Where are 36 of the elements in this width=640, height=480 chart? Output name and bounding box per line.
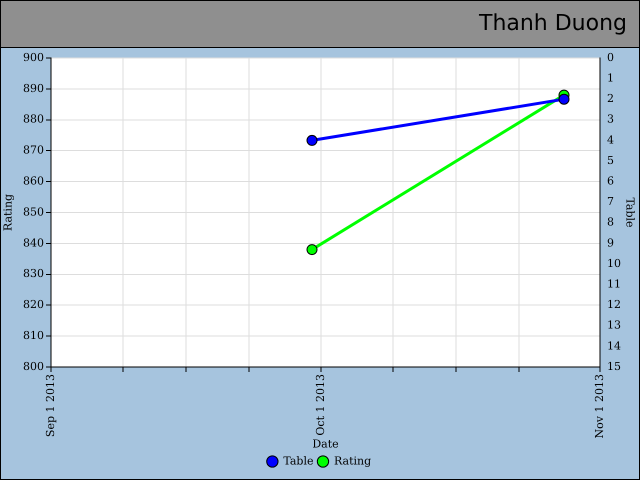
y2-tick-label: 5	[607, 154, 614, 167]
y2-axis-title: Table	[624, 197, 637, 228]
y-axis-title: Rating	[1, 194, 14, 232]
y2-tick-label: 8	[607, 216, 614, 229]
y2-tick-label: 2	[607, 92, 614, 106]
y-tick-label: 850	[23, 205, 44, 218]
y2-tick-label: 11	[607, 277, 621, 290]
y-tick-label: 830	[23, 267, 44, 280]
y2-tick-label: 10	[607, 256, 621, 270]
y-tick-label: 870	[23, 144, 44, 157]
y2-tick-label: 9	[607, 236, 614, 250]
y-tick-label: 890	[23, 82, 44, 95]
y-tick-label: 860	[23, 174, 44, 188]
y2-tick-label: 6	[607, 174, 614, 188]
y2-tick-label: 13	[607, 318, 621, 332]
y-tick-label: 810	[23, 328, 44, 342]
y2-tick-label: 3	[607, 112, 614, 126]
y-tick-label: 840	[23, 236, 44, 250]
y-tick-label: 900	[23, 50, 44, 64]
y2-tick-label: 12	[607, 298, 621, 312]
x-tick-label: Nov 1 2013	[592, 374, 606, 438]
chart-title: Thanh Duong	[479, 11, 627, 36]
y-tick-label: 820	[23, 298, 44, 312]
x-tick-label: Sep 1 2013	[44, 374, 57, 438]
legend-label: Rating	[334, 454, 372, 468]
y2-tick-label: 14	[607, 339, 621, 352]
legend-label: Table	[283, 454, 314, 468]
y2-tick-label: 15	[607, 360, 621, 373]
y2-tick-label: 7	[607, 195, 614, 208]
y2-tick-label: 4	[607, 133, 614, 146]
x-tick-label: Oct 1 2013	[314, 374, 327, 436]
y-tick-label: 800	[23, 360, 44, 373]
x-axis-title: Date	[312, 437, 339, 450]
y2-tick-label: 0	[607, 50, 614, 64]
y2-tick-label: 1	[607, 71, 614, 84]
y-tick-label: 880	[23, 112, 44, 126]
